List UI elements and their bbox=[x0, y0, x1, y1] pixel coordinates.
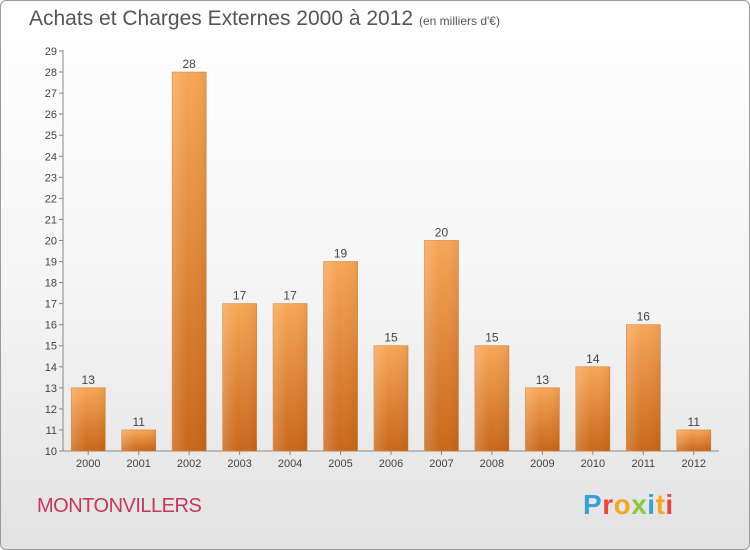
x-tick-label: 2006 bbox=[379, 458, 403, 470]
y-tick-label: 16 bbox=[45, 320, 57, 332]
y-tick-label: 10 bbox=[45, 446, 57, 458]
x-tick-label: 2001 bbox=[126, 458, 150, 470]
x-tick-label: 2008 bbox=[480, 458, 504, 470]
y-tick-label: 19 bbox=[45, 257, 57, 269]
data-label: 14 bbox=[586, 352, 600, 366]
y-axis: 10 11 12 13 14 15 16 17 18 19 20 21 22 23 24 25 26 27 28 29 bbox=[45, 46, 64, 458]
y-tick-label: 21 bbox=[45, 214, 57, 226]
y-tick-label: 13 bbox=[45, 383, 57, 395]
bar-shine bbox=[424, 240, 459, 451]
bar-shine bbox=[676, 429, 711, 451]
logo-letter: t bbox=[655, 489, 666, 520]
bar-shine bbox=[71, 387, 106, 451]
data-label: 15 bbox=[384, 331, 398, 345]
x-tick-label: 2012 bbox=[682, 458, 706, 470]
y-tick-label: 22 bbox=[45, 193, 57, 205]
y-tick-label: 29 bbox=[45, 46, 57, 58]
y-tick-label: 26 bbox=[45, 109, 57, 121]
proxiti-logo[interactable]: Proxiti bbox=[583, 489, 674, 521]
y-tick-label: 12 bbox=[45, 404, 57, 416]
data-label: 28 bbox=[182, 57, 196, 71]
x-tick-label: 2007 bbox=[429, 458, 453, 470]
logo-letter: o bbox=[613, 489, 632, 520]
y-tick-label: 28 bbox=[45, 67, 57, 79]
bar-shine bbox=[222, 303, 257, 451]
y-tick-label: 15 bbox=[45, 341, 57, 353]
bars bbox=[70, 71, 712, 452]
data-label: 15 bbox=[485, 331, 499, 345]
y-tick-label: 20 bbox=[45, 235, 57, 247]
logo-letter: P bbox=[583, 489, 603, 520]
logo-letter: i bbox=[647, 489, 656, 520]
bar-shine bbox=[121, 429, 156, 451]
data-label: 17 bbox=[283, 289, 297, 303]
x-tick-label: 2004 bbox=[278, 458, 302, 470]
x-tick-label: 2002 bbox=[177, 458, 201, 470]
bar-shine bbox=[525, 387, 560, 451]
x-tick-label: 2005 bbox=[328, 458, 352, 470]
y-tick-label: 17 bbox=[45, 299, 57, 311]
logo-letter: i bbox=[665, 489, 674, 520]
y-tick-label: 14 bbox=[45, 362, 57, 374]
x-axis: 2000 2001 2002 2003 2004 2005 2006 2007 2008 2009… bbox=[63, 450, 719, 470]
y-tick-label: 24 bbox=[45, 151, 57, 163]
y-tick-label: 18 bbox=[45, 278, 57, 290]
data-label: 13 bbox=[82, 373, 96, 387]
data-label: 20 bbox=[435, 225, 449, 239]
y-tick-label: 11 bbox=[46, 425, 57, 437]
chart-unit: (en milliers d'€) bbox=[419, 14, 500, 28]
x-tick-label: 2003 bbox=[227, 458, 251, 470]
data-labels: 13 11 28 17 17 19 15 20 15 13 14 16 11 bbox=[82, 57, 701, 429]
bar-shine bbox=[474, 345, 509, 451]
bar-shine bbox=[323, 261, 358, 451]
bar-shine bbox=[575, 366, 610, 451]
logo-letter: r bbox=[602, 489, 614, 520]
logo-letter: x bbox=[631, 489, 648, 520]
bar-shine bbox=[172, 72, 207, 451]
x-tick-label: 2009 bbox=[530, 458, 554, 470]
data-label: 11 bbox=[132, 415, 145, 429]
chart-title: Achats et Charges Externes 2000 à 2012 bbox=[29, 7, 414, 30]
y-tick-label: 23 bbox=[45, 172, 57, 184]
bar-shine bbox=[626, 324, 661, 451]
y-tick-label: 27 bbox=[45, 88, 57, 100]
data-label: 17 bbox=[233, 289, 247, 303]
commune-name: MONTONVILLERS bbox=[37, 495, 202, 517]
bar-shine bbox=[374, 345, 408, 451]
x-tick-label: 2011 bbox=[631, 458, 655, 470]
bar-shine bbox=[273, 303, 308, 451]
x-tick-label: 2000 bbox=[76, 458, 100, 470]
y-tick-label: 25 bbox=[45, 130, 57, 142]
data-label: 16 bbox=[637, 310, 651, 324]
data-label: 13 bbox=[536, 373, 550, 387]
x-tick-label: 2010 bbox=[581, 458, 605, 470]
data-label: 19 bbox=[334, 247, 348, 261]
data-label: 11 bbox=[688, 415, 701, 429]
